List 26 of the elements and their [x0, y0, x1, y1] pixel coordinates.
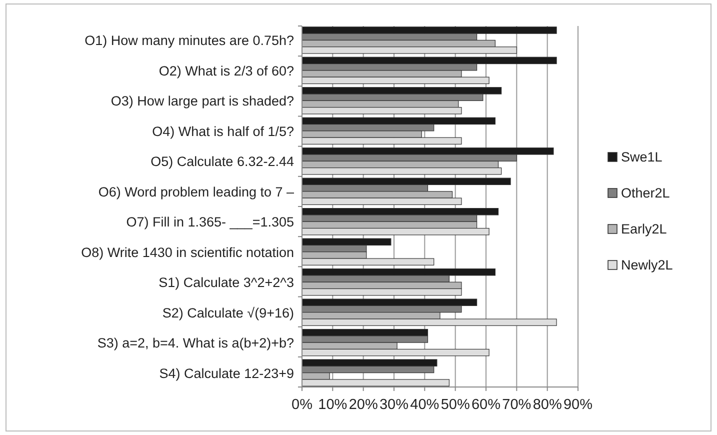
x-tick-label: 0% — [292, 397, 313, 413]
y-tick-label: O2) What is 2/3 of 60? — [158, 63, 294, 78]
legend-label: Swe1L — [621, 150, 663, 164]
y-tick-label: O1) How many minutes are 0.75h? — [84, 33, 294, 48]
legend-label: Other2L — [621, 186, 670, 200]
y-tick-label: S1) Calculate 3^2+2^3 — [158, 275, 294, 290]
x-tick-label: 80% — [532, 397, 562, 413]
y-tick-label: O5) Calculate 6.32-2.44 — [150, 154, 294, 170]
y-tick-label: O3) How large part is shaded? — [110, 94, 294, 109]
y-tick-label: O8) Write 1430 in scientific notation — [81, 244, 294, 260]
x-tick-label: 90% — [563, 397, 593, 413]
x-tick-label: 70% — [502, 397, 532, 413]
x-tick-label: 30% — [379, 397, 409, 413]
y-tick-label: O6) Word problem leading to 7 – — [98, 184, 294, 200]
y-tick-label: O7) Fill in 1.365- ___=1.305 — [126, 214, 294, 230]
y-tick-label: S2) Calculate √(9+16) — [162, 305, 294, 320]
x-tick-label: 60% — [471, 397, 501, 413]
x-tick-label: 20% — [348, 397, 378, 413]
x-tick-label: 40% — [410, 397, 440, 413]
y-tick-label: O4) What is half of 1/5? — [152, 124, 294, 139]
x-tick-label: 50% — [440, 397, 470, 413]
y-tick-label: S3) a=2, b=4. What is a(b+2)+b? — [97, 336, 294, 351]
legend-label: Newly2L — [621, 258, 674, 272]
y-tick-label: S4) Calculate 12-23+9 — [159, 366, 294, 381]
legend-label: Early2L — [621, 222, 668, 236]
x-tick-label: 10% — [318, 397, 348, 413]
